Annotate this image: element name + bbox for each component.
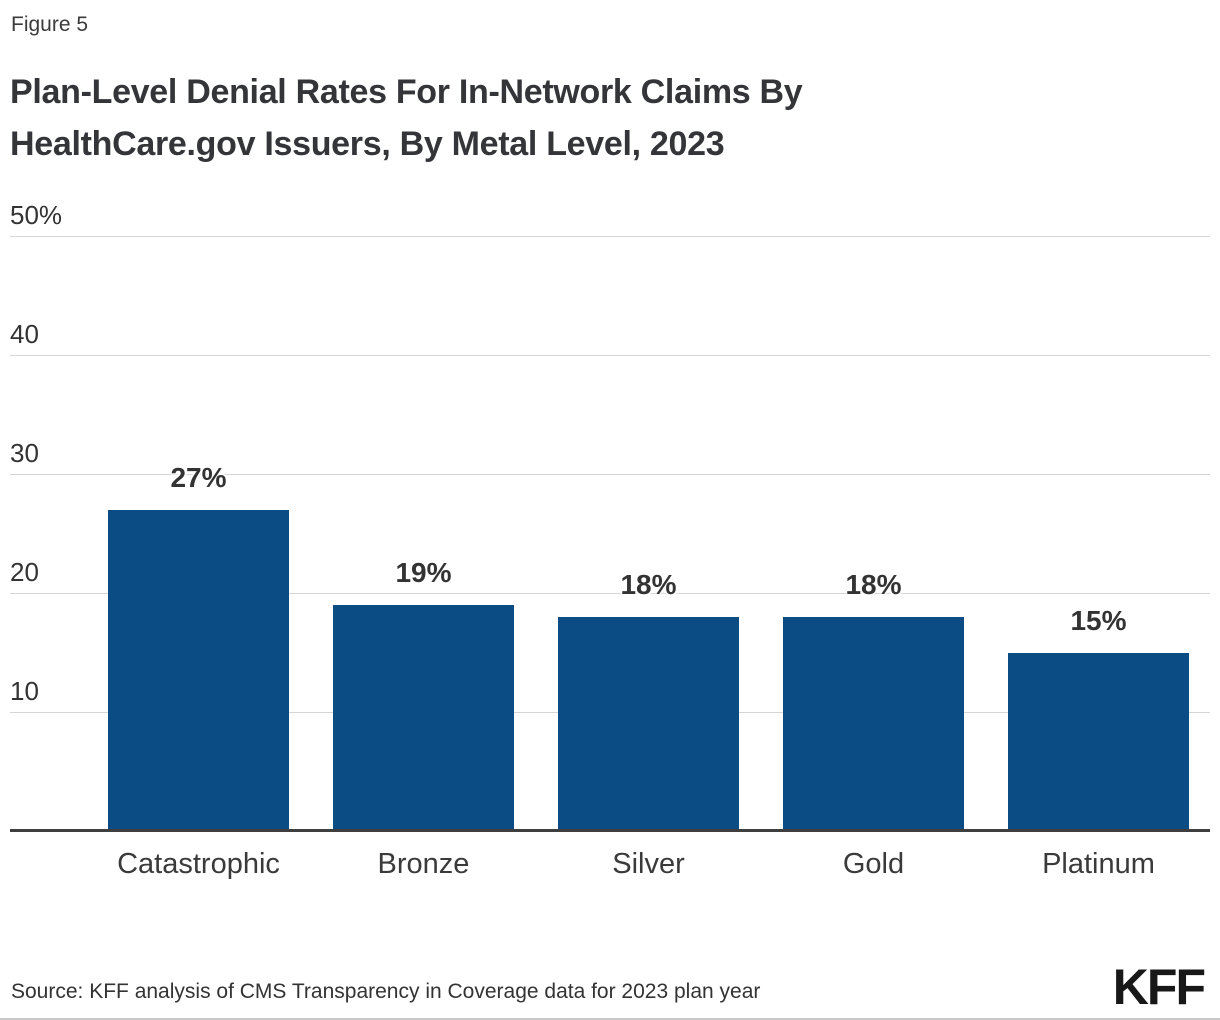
x-axis-line: [10, 829, 1210, 832]
bar-catastrophic: [108, 510, 289, 831]
y-axis-tick-label: 10: [10, 676, 39, 706]
y-gridline: [10, 474, 1210, 475]
y-gridline: [10, 355, 1210, 356]
x-axis-category-label: Catastrophic: [117, 848, 280, 880]
bar-bronze: [333, 605, 514, 831]
kff-logo: KFF: [1112, 959, 1206, 1015]
y-axis-tick-label: 30: [10, 438, 39, 468]
x-axis-category-label: Silver: [612, 848, 685, 880]
bottom-divider: [0, 1018, 1220, 1020]
bar-gold: [783, 617, 964, 831]
y-axis-tick-label: 40: [10, 319, 39, 349]
bar-value-label: 18%: [620, 569, 677, 600]
x-axis-category-label: Bronze: [377, 848, 470, 880]
y-gridline: [10, 593, 1210, 594]
chart-title-line-2: HealthCare.gov Issuers, By Metal Level, …: [10, 125, 725, 163]
x-axis-category-label: Platinum: [1042, 848, 1155, 880]
source-note: Source: KFF analysis of CMS Transparency…: [11, 980, 761, 1003]
chart-title-line-1: Plan-Level Denial Rates For In-Network C…: [10, 73, 803, 111]
bar-value-label: 15%: [1070, 605, 1127, 636]
bar-value-label: 27%: [170, 462, 227, 493]
bar-platinum: [1008, 653, 1189, 832]
bar-value-label: 19%: [395, 557, 452, 588]
y-gridline: [10, 236, 1210, 237]
bar-value-label: 18%: [845, 569, 902, 600]
bar-silver: [558, 617, 739, 831]
x-axis-category-label: Gold: [842, 848, 905, 880]
y-axis-tick-label: 50%: [10, 200, 63, 230]
y-axis-tick-label: 20: [10, 557, 39, 587]
figure-number-label: Figure 5: [11, 13, 89, 36]
chart-title: Plan-Level Denial Rates For In-Network C…: [10, 66, 803, 170]
